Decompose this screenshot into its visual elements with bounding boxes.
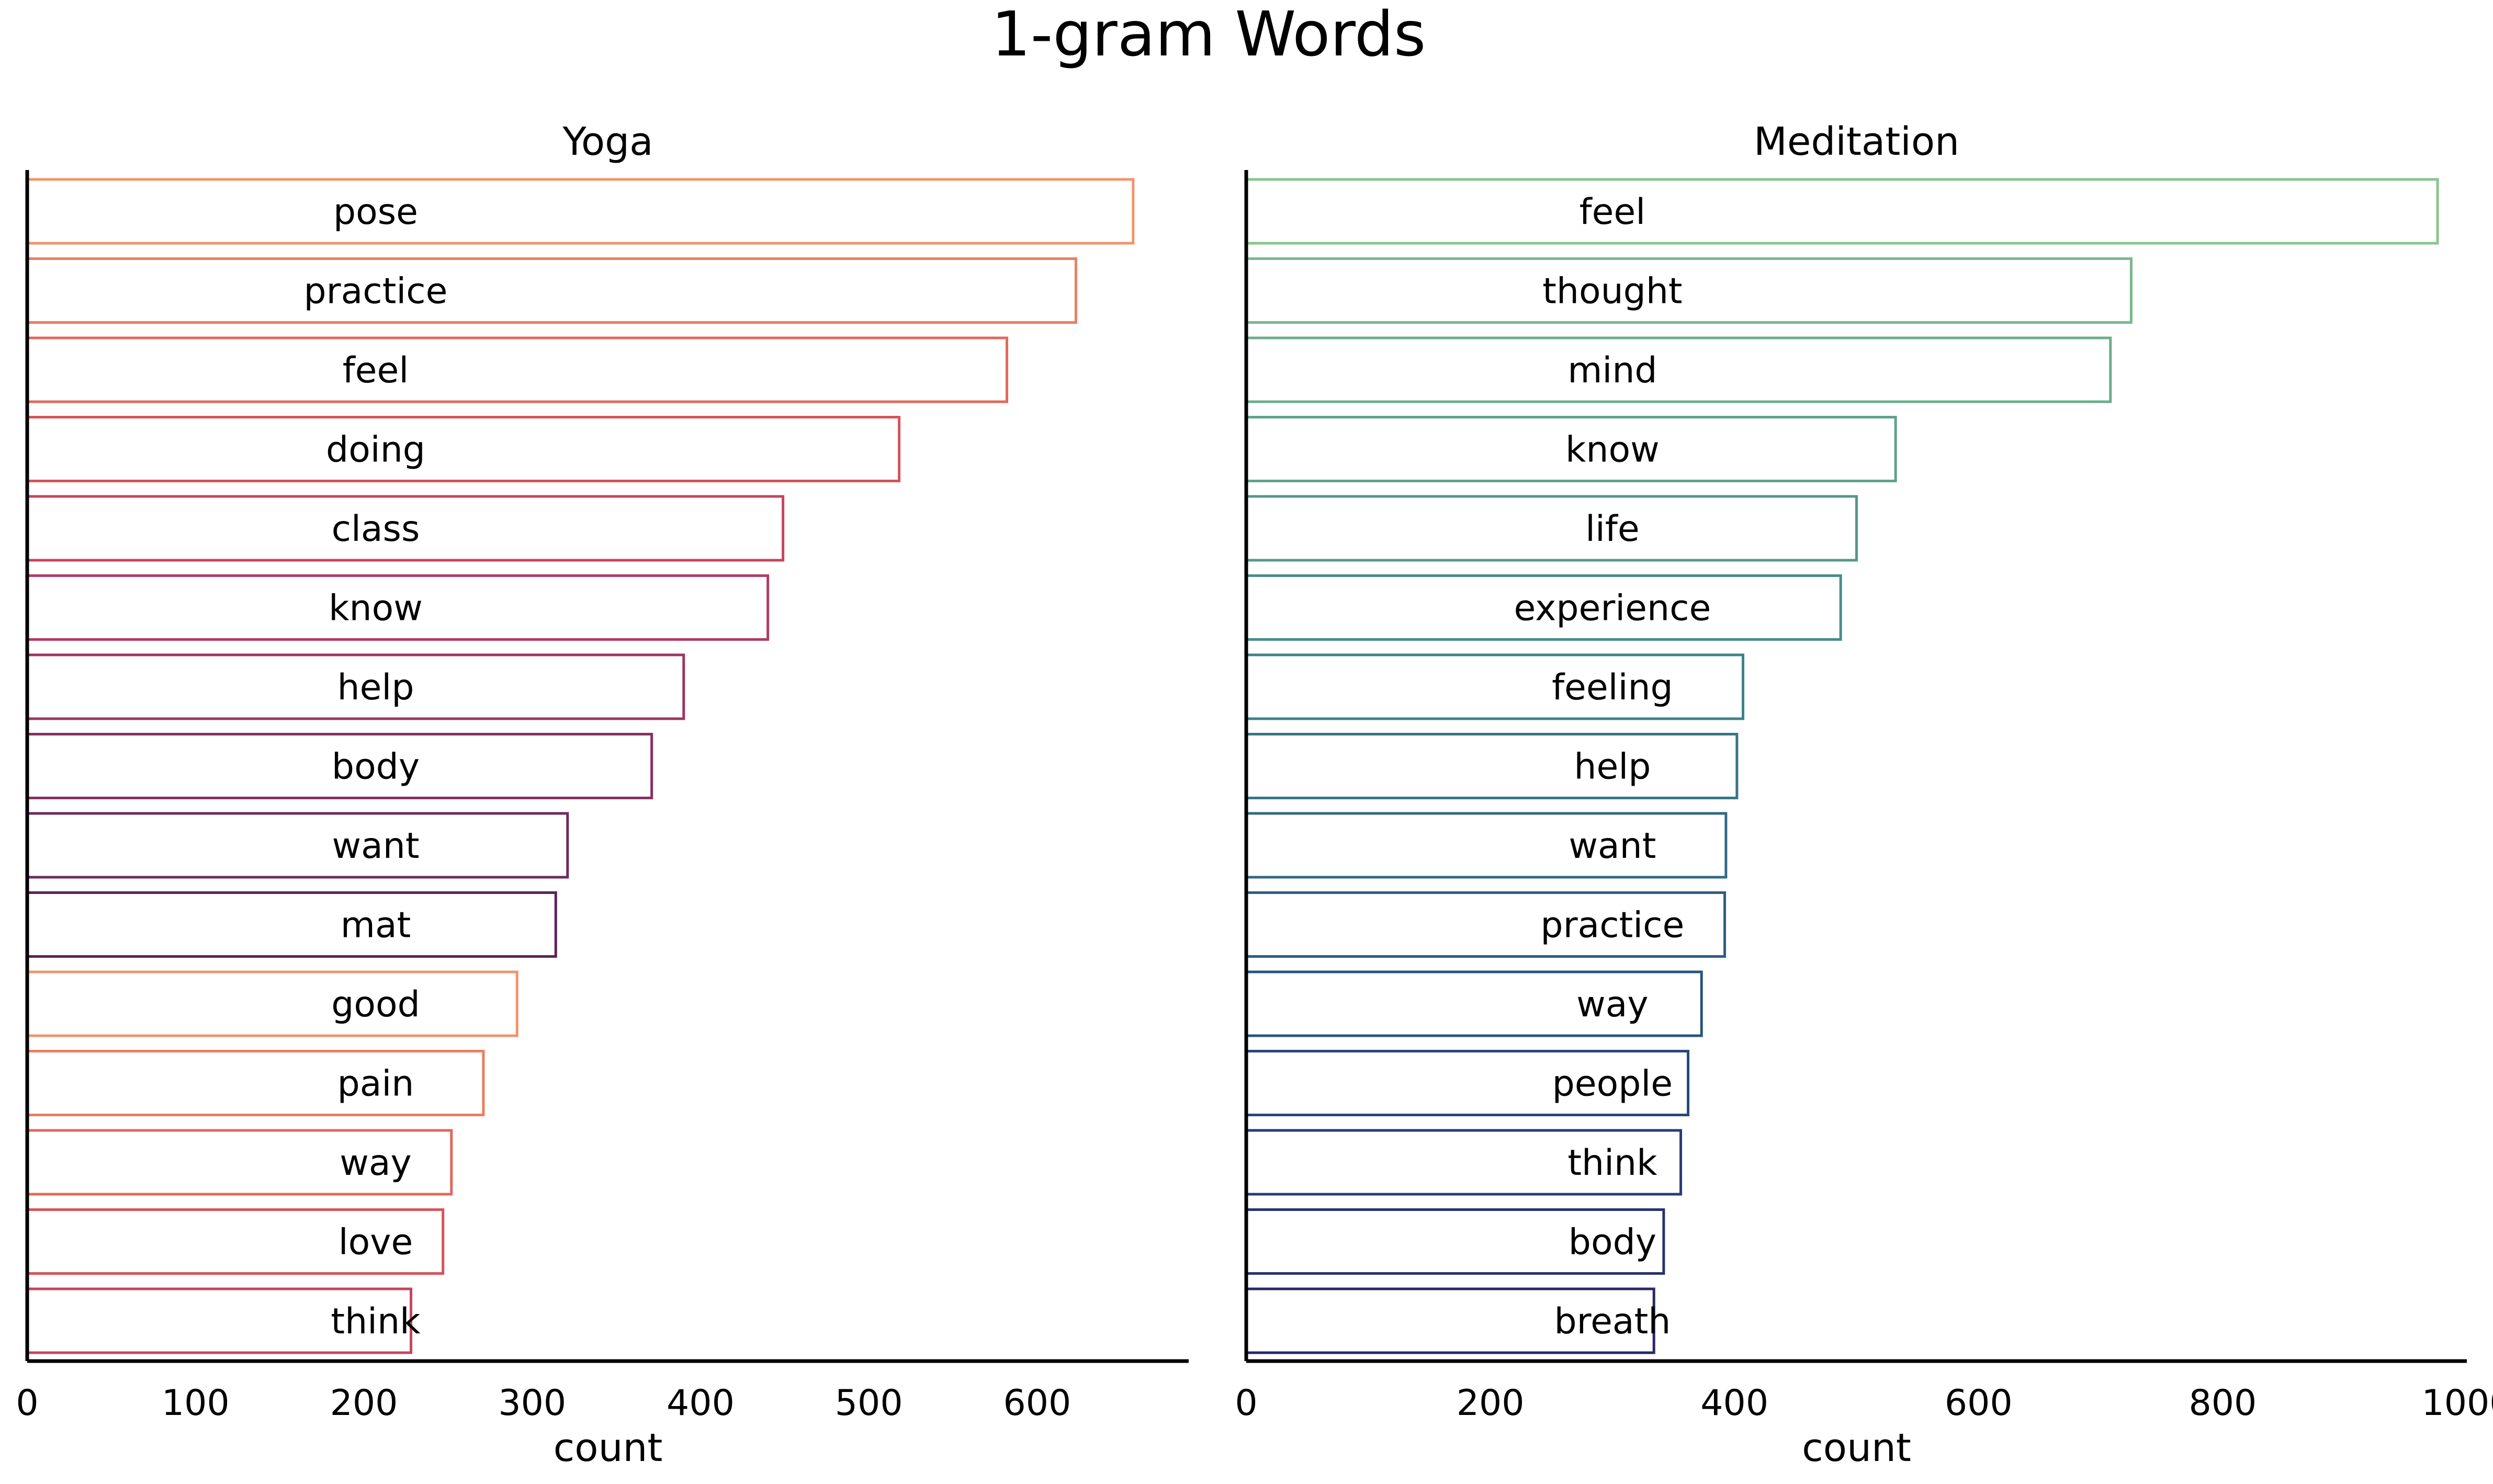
bar-yoga-practice bbox=[26, 257, 1077, 324]
bar-label-meditation-practice: practice bbox=[1540, 905, 1684, 946]
bar-yoga-good bbox=[26, 970, 518, 1037]
bar-label-yoga-good: good bbox=[331, 984, 420, 1025]
bar-label-yoga-doing: doing bbox=[326, 429, 425, 471]
bar-label-yoga-think: think bbox=[331, 1301, 421, 1342]
bar-yoga-pose bbox=[26, 178, 1135, 245]
x-axis-label-yoga: count bbox=[554, 1425, 663, 1470]
bar-label-yoga-pain: pain bbox=[337, 1063, 414, 1105]
x-tick-yoga-100: 100 bbox=[162, 1383, 230, 1424]
bar-label-yoga-mat: mat bbox=[341, 905, 411, 946]
bar-yoga-doing bbox=[26, 416, 901, 482]
x-tick-yoga-0: 0 bbox=[16, 1383, 38, 1424]
x-tick-yoga-500: 500 bbox=[835, 1383, 903, 1424]
x-tick-meditation-200: 200 bbox=[1457, 1383, 1525, 1424]
bar-label-meditation-feel: feel bbox=[1580, 191, 1646, 233]
bar-label-meditation-experience: experience bbox=[1514, 588, 1711, 629]
bar-label-meditation-thought: thought bbox=[1542, 271, 1682, 312]
subplot-title-yoga: Yoga bbox=[562, 119, 653, 164]
bar-label-meditation-body: body bbox=[1569, 1222, 1656, 1263]
bar-label-yoga-feel: feel bbox=[343, 350, 409, 391]
bar-label-meditation-feeling: feeling bbox=[1552, 667, 1673, 708]
bar-meditation-mind bbox=[1245, 336, 2112, 403]
x-tick-meditation-800: 800 bbox=[2189, 1383, 2257, 1424]
bar-label-yoga-practice: practice bbox=[304, 271, 448, 312]
bar-label-meditation-help: help bbox=[1574, 746, 1651, 788]
bar-yoga-feel bbox=[26, 336, 1009, 403]
bar-meditation-thought bbox=[1245, 257, 2133, 324]
bar-label-meditation-mind: mind bbox=[1567, 350, 1657, 391]
bar-label-yoga-class: class bbox=[332, 508, 420, 550]
bar-yoga-mat bbox=[26, 891, 557, 958]
bar-label-meditation-think: think bbox=[1567, 1142, 1657, 1184]
x-tick-yoga-200: 200 bbox=[330, 1383, 398, 1424]
x-tick-meditation-400: 400 bbox=[1700, 1383, 1768, 1424]
bar-label-meditation-life: life bbox=[1585, 508, 1640, 550]
x-tick-yoga-600: 600 bbox=[1003, 1383, 1071, 1424]
x-tick-meditation-0: 0 bbox=[1235, 1383, 1257, 1424]
subplot-title-meditation: Meditation bbox=[1754, 119, 1959, 164]
bar-label-yoga-love: love bbox=[339, 1222, 413, 1263]
bar-yoga-want bbox=[26, 812, 569, 879]
bar-label-meditation-way: way bbox=[1576, 984, 1649, 1025]
bar-label-yoga-pose: pose bbox=[333, 191, 418, 233]
bar-label-yoga-want: want bbox=[332, 825, 419, 867]
bar-label-yoga-body: body bbox=[332, 746, 420, 788]
bar-label-meditation-want: want bbox=[1569, 825, 1656, 867]
x-tick-yoga-400: 400 bbox=[667, 1383, 735, 1424]
x-tick-yoga-300: 300 bbox=[498, 1383, 566, 1424]
x-tick-meditation-1000: 1000 bbox=[2421, 1383, 2493, 1424]
x-axis-label-meditation: count bbox=[1802, 1425, 1911, 1470]
bar-label-meditation-people: people bbox=[1552, 1063, 1673, 1105]
bar-label-yoga-way: way bbox=[340, 1142, 412, 1184]
bar-meditation-feel bbox=[1245, 178, 2439, 245]
bar-yoga-pain bbox=[26, 1050, 485, 1116]
x-tick-meditation-600: 600 bbox=[1945, 1383, 2013, 1424]
bar-label-yoga-help: help bbox=[337, 667, 414, 708]
bar-label-meditation-breath: breath bbox=[1554, 1301, 1671, 1342]
bar-meditation-life bbox=[1245, 495, 1858, 562]
bar-meditation-help bbox=[1245, 733, 1739, 799]
bar-label-meditation-know: know bbox=[1565, 429, 1660, 471]
bar-label-yoga-know: know bbox=[329, 588, 423, 629]
figure-title: 1-gram Words bbox=[991, 0, 1426, 70]
